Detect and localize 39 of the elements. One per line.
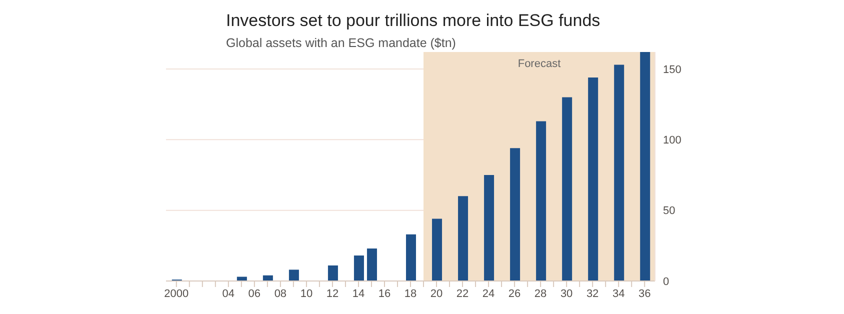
x-tick-label: 30 <box>560 288 573 300</box>
x-tick-label: 04 <box>222 288 235 300</box>
x-tick-label: 22 <box>456 288 469 300</box>
y-tick-label: 100 <box>663 134 682 147</box>
bar <box>510 148 520 281</box>
bar <box>288 270 299 281</box>
bar <box>458 196 468 281</box>
bar <box>432 218 442 281</box>
x-tick-label: 14 <box>352 288 365 300</box>
y-tick-label: 0 <box>663 276 670 288</box>
bar <box>354 256 364 281</box>
x-tick-label: 2000 <box>164 288 189 300</box>
x-tick-label: 06 <box>248 288 261 300</box>
bar <box>328 265 338 281</box>
x-tick-label: 36 <box>638 288 651 300</box>
x-tick-label: 28 <box>534 288 547 300</box>
x-tick-label: 18 <box>404 288 417 300</box>
y-tick-label: 150 <box>663 64 682 76</box>
x-tick-label: 20 <box>430 288 443 300</box>
x-tick-label: 12 <box>326 288 339 300</box>
x-tick-label: 34 <box>612 288 625 300</box>
bar <box>484 174 494 281</box>
bar <box>614 64 624 281</box>
y-tick-label: 50 <box>663 205 676 218</box>
bar <box>588 77 598 281</box>
bar <box>562 97 572 281</box>
chart-subtitle: Global assets with an ESG mandate ($tn) <box>226 35 457 51</box>
x-tick-label: 10 <box>300 288 313 300</box>
bar <box>640 52 650 281</box>
x-tick-label: 32 <box>586 288 599 300</box>
bar <box>536 121 546 281</box>
band-label: Forecast <box>518 58 561 70</box>
x-tick-label: 16 <box>378 288 391 300</box>
chart-title: Investors set to pour trillions more into ESG funds <box>226 10 602 32</box>
bar <box>406 234 416 281</box>
bar <box>366 248 377 281</box>
x-tick-label: 08 <box>274 288 287 300</box>
x-tick-label: 26 <box>508 288 521 300</box>
x-tick-label: 24 <box>482 288 495 300</box>
